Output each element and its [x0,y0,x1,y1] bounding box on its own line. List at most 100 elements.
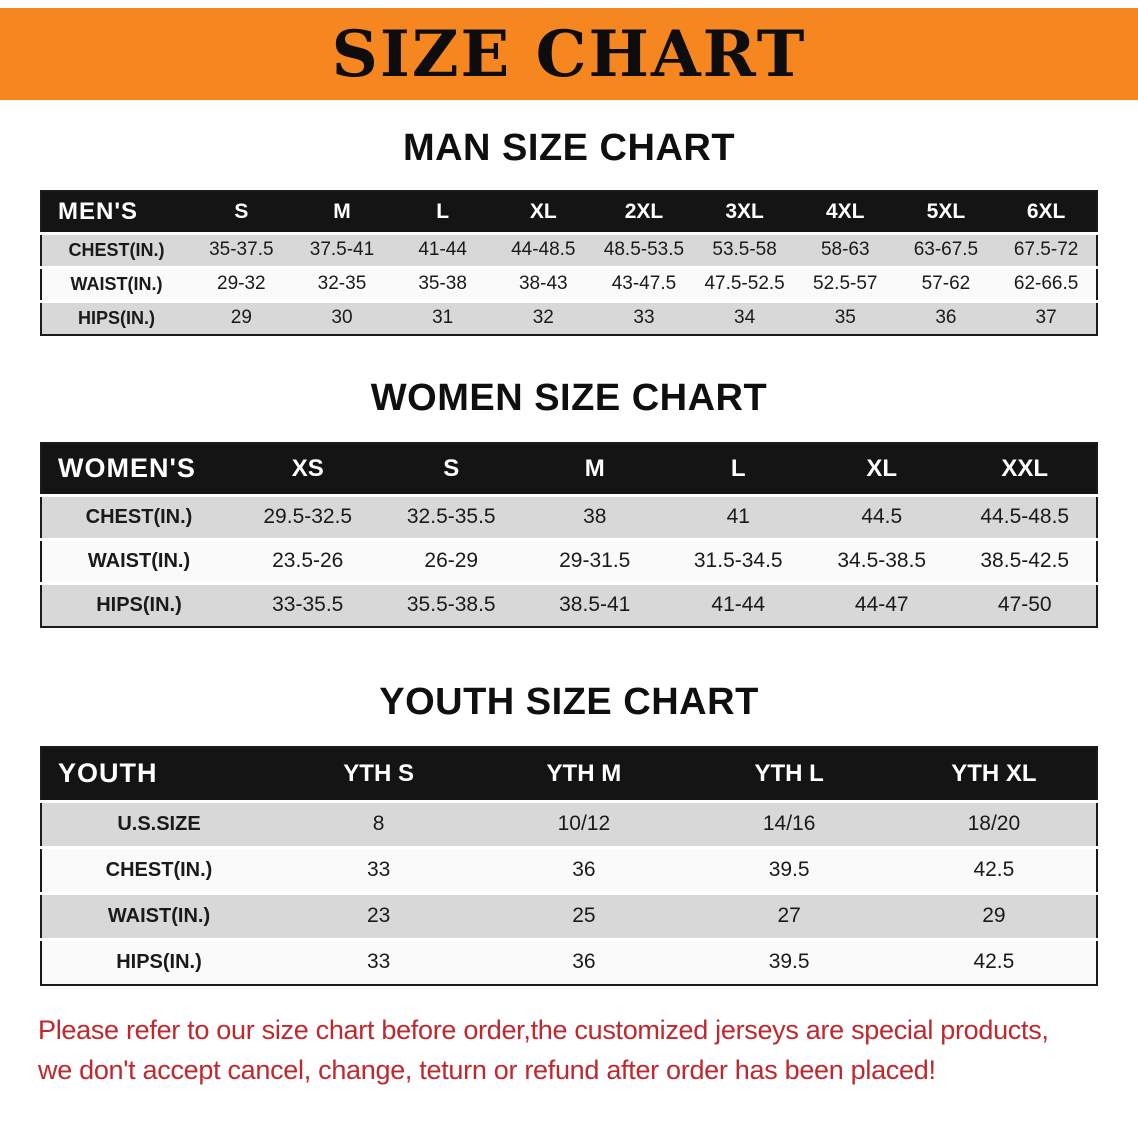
row-label-cell: CHEST(IN.) [41,231,191,267]
value-cell: 8 [276,799,482,847]
row-label-cell: HIPS(IN.) [41,937,276,985]
value-cell: 63-67.5 [895,231,997,267]
size-column-header: L [392,191,493,233]
size-column-header: YTH S [276,747,482,801]
value-cell: 41 [666,493,810,539]
disclaimer-line-2: we don't accept cancel, change, teturn o… [38,1055,936,1085]
size-column-header: XL [492,191,594,233]
value-cell: 18/20 [891,799,1097,847]
value-cell: 14/16 [686,799,892,847]
value-cell: 42.5 [891,937,1097,985]
value-cell: 36 [481,845,687,893]
header-row: YOUTH YTH S YTH M YTH L YTH XL [41,747,1097,801]
table-row: WAIST(IN.) 23.5-26 26-29 29-31.5 31.5-34.5 34… [41,537,1097,583]
table-row: WAIST(IN.) 29-32 32-35 35-38 38-43 43-47.5 47.… [41,265,1097,301]
value-cell: 37.5-41 [291,231,393,267]
value-cell: 53.5-58 [694,231,795,267]
table-row: CHEST(IN.) 35-37.5 37.5-41 41-44 44-48.5 48.5… [41,231,1097,267]
size-column-header: S [379,443,523,495]
mens-size-table-container: MEN'S S M L XL 2XL 3XL 4XL 5XL 6XL CHEST(IN.) 35-37… [40,190,1098,336]
row-label-cell: CHEST(IN.) [41,845,276,893]
womens-size-table-container: WOMEN'S XS S M L XL XXL CHEST(IN.) 29.5-32.5 32.5… [40,442,1098,628]
value-cell: 29 [891,891,1097,939]
value-cell: 44-48.5 [492,231,594,267]
value-cell: 57-62 [895,265,997,301]
youth-size-table-container: YOUTH YTH S YTH M YTH L YTH XL U.S.SIZE 8 10/12… [40,746,1098,986]
value-cell: 48.5-53.5 [593,231,695,267]
value-cell: 41-44 [666,581,810,627]
value-cell: 35-38 [392,265,493,301]
table-row: HIPS(IN.) 33-35.5 35.5-38.5 38.5-41 41-44 44-… [41,581,1097,627]
value-cell: 25 [481,891,687,939]
size-column-header: S [191,191,292,233]
value-cell: 35.5-38.5 [379,581,523,627]
value-cell: 67.5-72 [996,231,1097,267]
value-cell: 52.5-57 [794,265,896,301]
size-column-header: YTH L [686,747,892,801]
value-cell: 39.5 [686,845,892,893]
value-cell: 47.5-52.5 [694,265,795,301]
size-column-header: XXL [953,443,1097,495]
men-size-table: MEN'S S M L XL 2XL 3XL 4XL 5XL 6XL CHEST(IN.) 35-37… [40,190,1098,336]
size-column-header: YTH XL [891,747,1097,801]
value-cell: 34.5-38.5 [810,537,954,583]
size-chart-banner: SIZE CHART [0,8,1138,100]
size-column-header: L [666,443,810,495]
row-label-cell: WAIST(IN.) [41,537,236,583]
youth-size-chart-heading: YOUTH SIZE CHART [379,681,759,723]
value-cell: 33 [276,845,482,893]
size-column-header: YTH M [481,747,687,801]
table-row: U.S.SIZE 8 10/12 14/16 18/20 [41,799,1097,847]
size-column-header: M [523,443,667,495]
value-cell: 31 [392,299,493,335]
header-row: MEN'S S M L XL 2XL 3XL 4XL 5XL 6XL [41,191,1097,233]
value-cell: 33-35.5 [236,581,380,627]
size-column-header: 5XL [895,191,997,233]
value-cell: 38.5-42.5 [953,537,1097,583]
size-chart-title: SIZE CHART [331,16,807,92]
value-cell: 38.5-41 [523,581,667,627]
value-cell: 34 [694,299,795,335]
value-cell: 38-43 [492,265,594,301]
row-label-cell: WAIST(IN.) [41,891,276,939]
value-cell: 37 [996,299,1097,335]
row-label-cell: WAIST(IN.) [41,265,191,301]
table-title-cell: MEN'S [41,191,191,233]
value-cell: 26-29 [379,537,523,583]
disclaimer: Please refer to our size chart before or… [38,1010,1100,1090]
man-size-chart-heading: MAN SIZE CHART [402,127,736,169]
value-cell: 35-37.5 [191,231,292,267]
women-size-chart-heading: WOMEN SIZE CHART [370,377,768,419]
row-label-cell: CHEST(IN.) [41,493,236,539]
value-cell: 38 [523,493,667,539]
value-cell: 33 [276,937,482,985]
row-label-cell: HIPS(IN.) [41,299,191,335]
value-cell: 58-63 [794,231,896,267]
row-label-cell: U.S.SIZE [41,799,276,847]
value-cell: 35 [794,299,896,335]
value-cell: 27 [686,891,892,939]
value-cell: 44.5-48.5 [953,493,1097,539]
value-cell: 62-66.5 [996,265,1097,301]
value-cell: 32.5-35.5 [379,493,523,539]
value-cell: 33 [593,299,695,335]
size-column-header: 4XL [794,191,896,233]
size-column-header: M [291,191,393,233]
value-cell: 42.5 [891,845,1097,893]
table-row: CHEST(IN.) 29.5-32.5 32.5-35.5 38 41 44.5 44.5… [41,493,1097,539]
value-cell: 32 [492,299,594,335]
value-cell: 29.5-32.5 [236,493,380,539]
value-cell: 36 [481,937,687,985]
value-cell: 39.5 [686,937,892,985]
value-cell: 31.5-34.5 [666,537,810,583]
value-cell: 23.5-26 [236,537,380,583]
table-row: WAIST(IN.) 23 25 27 29 [41,891,1097,939]
value-cell: 44-47 [810,581,954,627]
value-cell: 44.5 [810,493,954,539]
size-column-header: XS [236,443,380,495]
table-title-cell: WOMEN'S [41,443,236,495]
value-cell: 47-50 [953,581,1097,627]
size-column-header: 2XL [593,191,695,233]
size-column-header: XL [810,443,954,495]
table-row: HIPS(IN.) 29 30 31 32 33 34 35 36 37 [41,299,1097,335]
